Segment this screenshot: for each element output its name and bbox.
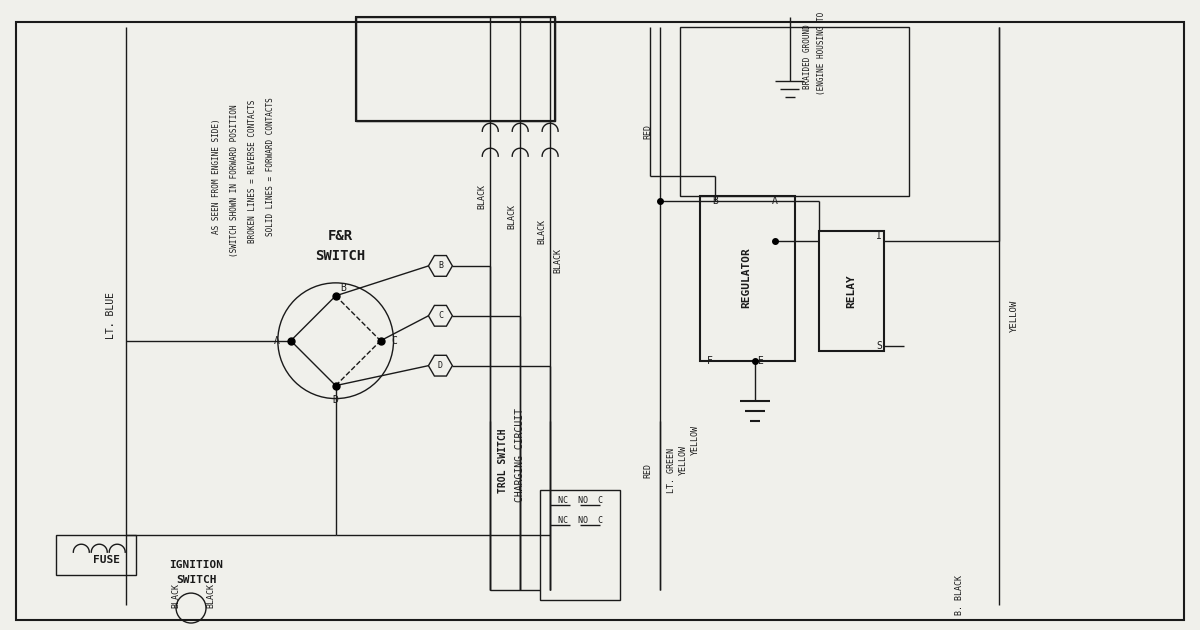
Text: BLACK: BLACK xyxy=(538,219,547,244)
Text: YELLOW: YELLOW xyxy=(1009,300,1019,332)
Text: C: C xyxy=(438,311,443,320)
Text: (ENGINE HOUSING TO: (ENGINE HOUSING TO xyxy=(817,12,826,95)
Text: FUSE: FUSE xyxy=(92,555,120,565)
Text: YELLOW: YELLOW xyxy=(691,425,701,455)
Text: S: S xyxy=(876,341,882,351)
Text: C: C xyxy=(391,336,397,346)
Text: B: B xyxy=(712,196,718,206)
Text: SWITCH: SWITCH xyxy=(175,575,216,585)
Text: CHARGING CIRCUIT: CHARGING CIRCUIT xyxy=(515,408,526,503)
Text: LT. BLUE: LT. BLUE xyxy=(107,292,116,340)
Text: RED: RED xyxy=(643,123,653,139)
Bar xyxy=(355,16,556,122)
Text: IGNITION: IGNITION xyxy=(169,560,223,570)
Text: REGULATOR: REGULATOR xyxy=(742,248,751,308)
Text: BLACK: BLACK xyxy=(172,583,180,607)
Text: SOLID LINES = FORWARD CONTACTS: SOLID LINES = FORWARD CONTACTS xyxy=(266,97,275,236)
Text: (SWITCH SHOWN IN FORWARD POSITION: (SWITCH SHOWN IN FORWARD POSITION xyxy=(230,105,240,258)
Text: D: D xyxy=(438,361,443,370)
Text: RED: RED xyxy=(643,463,653,478)
Text: TROL SWITCH: TROL SWITCH xyxy=(498,428,509,493)
Text: SWITCH: SWITCH xyxy=(316,249,366,263)
Bar xyxy=(700,196,794,361)
Text: B: B xyxy=(438,261,443,270)
Bar xyxy=(540,490,620,600)
Text: F: F xyxy=(707,356,713,365)
Text: BLACK: BLACK xyxy=(206,583,216,607)
Text: BLACK: BLACK xyxy=(478,183,487,209)
Text: D: D xyxy=(332,394,338,404)
Text: NC  NO  C: NC NO C xyxy=(558,496,602,505)
Text: I: I xyxy=(876,231,882,241)
Text: RELAY: RELAY xyxy=(846,274,857,307)
Text: BROKEN LINES = REVERSE CONTACTS: BROKEN LINES = REVERSE CONTACTS xyxy=(248,100,257,243)
Text: A: A xyxy=(274,336,280,346)
Text: LT. GREEN: LT. GREEN xyxy=(667,448,677,493)
Text: BLACK: BLACK xyxy=(553,248,563,273)
Text: YELLOW: YELLOW xyxy=(679,445,689,476)
Text: BRAIDED GROUND: BRAIDED GROUND xyxy=(803,24,812,89)
Bar xyxy=(56,536,136,575)
Text: B: B xyxy=(341,283,347,293)
Bar xyxy=(820,231,884,351)
Bar xyxy=(355,16,556,122)
Text: B. BLACK: B. BLACK xyxy=(954,575,964,615)
Text: F&R: F&R xyxy=(328,229,353,243)
Text: BLACK: BLACK xyxy=(508,203,517,229)
Text: NC  NO  C: NC NO C xyxy=(558,516,602,525)
Bar xyxy=(679,26,910,196)
Text: A: A xyxy=(772,196,778,206)
Text: AS SEEN FROM ENGINE SIDE): AS SEEN FROM ENGINE SIDE) xyxy=(212,118,222,234)
Text: E: E xyxy=(757,356,762,365)
